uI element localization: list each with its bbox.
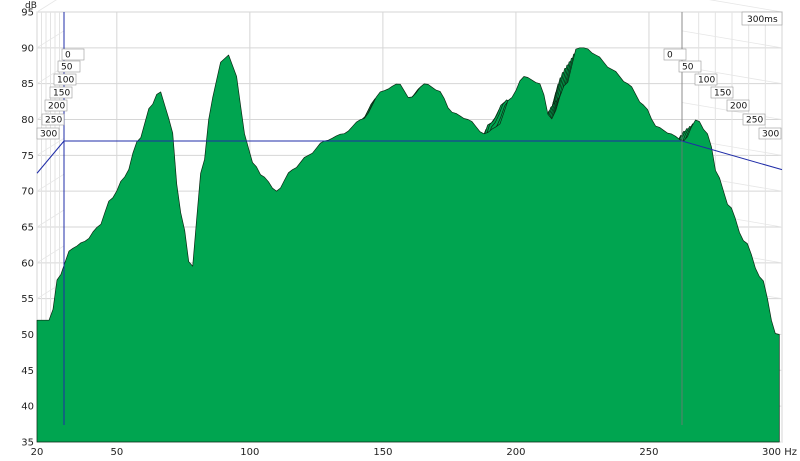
y-tick-label: 95 — [21, 8, 34, 19]
y-tick-label: 75 — [21, 151, 34, 162]
time-tick-label-right: 150 — [714, 89, 731, 99]
time-tick-box-right — [710, 86, 734, 99]
time-tick-box-left — [44, 99, 68, 112]
y-tick-label: 60 — [21, 258, 34, 269]
time-tick-label-right: 0 — [667, 51, 673, 61]
y-tick-label: 65 — [21, 223, 34, 234]
y-tick-label: 50 — [21, 330, 34, 341]
time-tick-label-left: 100 — [57, 76, 74, 86]
time-tick-box-right — [742, 113, 766, 126]
time-tick-box-left — [36, 127, 60, 140]
time-tick-label-left: 50 — [61, 63, 73, 73]
y-tick-label: 85 — [21, 79, 34, 90]
x-tick-label: 100 — [240, 447, 259, 458]
time-tick-box-left — [41, 113, 65, 126]
wall-gridline — [681, 30, 783, 49]
y-tick-label: 40 — [21, 402, 34, 413]
time-tick-box-left — [49, 86, 73, 99]
time-tick-label-right: 200 — [730, 102, 747, 112]
y-tick-label: 70 — [21, 187, 34, 198]
time-tick-label-right: 250 — [746, 116, 763, 126]
time-tick-label-right: 50 — [682, 63, 694, 73]
time-tick-box-right — [663, 48, 687, 61]
time-tick-box-right — [678, 60, 702, 73]
y-axis-label: dB — [25, 1, 37, 11]
waterfall-slice-0ms — [36, 47, 780, 443]
x-tick-label: 50 — [110, 447, 123, 458]
time-tick-box-right — [758, 127, 782, 140]
time-tick-box-left — [57, 60, 81, 73]
y-tick-label: 90 — [21, 43, 34, 54]
x-tick-label: 250 — [639, 447, 658, 458]
reference-depth-right — [681, 140, 783, 171]
y-tick-label: 80 — [21, 115, 34, 126]
x-tick-label: 150 — [373, 447, 392, 458]
wall-gridline — [36, 30, 65, 49]
time-tick-label-left: 150 — [53, 89, 70, 99]
time-tick-label-left: 200 — [48, 102, 65, 112]
time-axis-label-box — [741, 11, 783, 26]
x-tick-label: 20 — [31, 447, 44, 458]
time-tick-label-left: 0 — [65, 51, 71, 61]
x-tick-label: 300 Hz — [762, 447, 797, 458]
wall-gridline — [36, 137, 65, 156]
time-axis-label: 300ms — [747, 15, 778, 25]
time-tick-label-left: 250 — [45, 116, 62, 126]
time-tick-label-right: 100 — [698, 76, 715, 86]
time-tick-box-left — [53, 73, 77, 86]
time-tick-label-left: 300 — [40, 130, 57, 140]
time-tick-box-right — [694, 73, 718, 86]
y-tick-label: 35 — [21, 438, 34, 449]
reference-depth-left — [36, 140, 65, 174]
wall-gridline — [36, 245, 65, 264]
time-tick-label-right: 300 — [762, 130, 779, 140]
waterfall-slices — [36, 47, 780, 443]
wall-gridline — [36, 209, 65, 228]
wall-gridline — [36, 0, 57, 13]
y-tick-label: 55 — [21, 294, 34, 305]
time-tick-box-left — [61, 48, 85, 61]
axes — [36, 12, 783, 425]
x-tick-label: 200 — [506, 447, 525, 458]
wall-gridline — [36, 173, 65, 192]
wall-gridline — [709, 0, 783, 13]
y-tick-label: 45 — [21, 366, 34, 377]
time-tick-box-right — [726, 99, 750, 112]
